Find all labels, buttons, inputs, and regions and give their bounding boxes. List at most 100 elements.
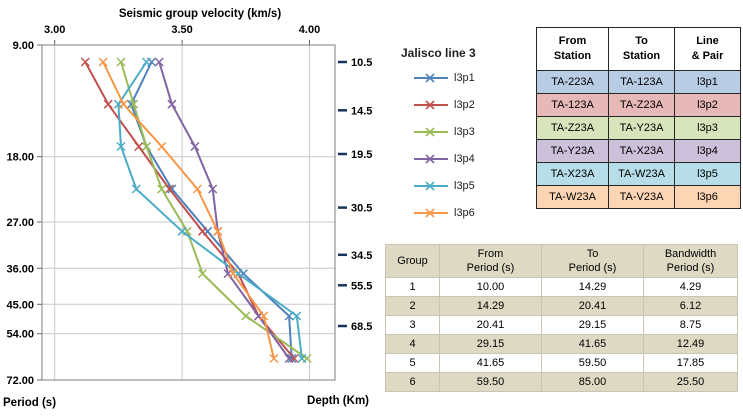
header-bandwidth: Bandwidth Period (s): [643, 244, 738, 278]
legend-series-marker-icon: [414, 154, 448, 164]
series-marker-l3p4: [208, 184, 218, 194]
series-line-l3p4: [158, 61, 291, 360]
y-tick-label: 18.00: [6, 152, 34, 164]
group-cell: 12.49: [643, 334, 738, 354]
y-axis-title: Period (s): [3, 397, 56, 409]
group-cell: 4.29: [643, 277, 738, 297]
series-marker-l3p3: [197, 269, 208, 279]
station-pairs-table: From Station To Station Line & Pair TA-2…: [536, 27, 741, 209]
group-cell: 41.65: [439, 353, 542, 373]
station-row: TA-Z23A TA-Y23A l3p3: [536, 116, 741, 140]
series-marker-l3p5: [297, 353, 307, 364]
group-velocity-chart: 9.00 18.00 27.00 36.00 45.00 54.00 72.00 3.00 3.…: [3, 8, 372, 409]
group-row: 6 59.50 85.00 25.50: [385, 372, 738, 392]
depth-tick-label: 68.5: [351, 321, 372, 333]
station-cell: l3p4: [674, 139, 741, 163]
legend-item-l3p2: l3p2: [413, 99, 531, 111]
station-cell: TA-123A: [536, 93, 609, 117]
series-marker-l3p5: [292, 311, 302, 321]
depth-tick-label: 30.5: [351, 203, 372, 215]
header-line: To: [586, 248, 599, 260]
series-marker-l3p2: [164, 184, 174, 194]
series-marker-l3p6: [118, 99, 129, 109]
series-line-l3p6: [102, 61, 275, 360]
series-marker-l3p6: [213, 226, 223, 236]
x-tick-label: 3.00: [44, 24, 65, 36]
group-table-header-row: Group From Period (s) To Period (s) Band…: [385, 244, 738, 278]
header-line: & Pair: [691, 50, 724, 62]
series-line-l3p5: [117, 61, 303, 360]
plot-border: [41, 44, 336, 381]
station-row: TA-X23A TA-W23A l3p5: [536, 162, 741, 186]
series-marker-l3p6: [228, 269, 238, 279]
group-cell: 20.41: [439, 315, 542, 335]
group-row: 3 20.41 29.15 8.75: [385, 315, 738, 335]
depth-tick-label: 19.5: [351, 149, 372, 161]
station-cell: TA-123A: [608, 70, 675, 94]
legend-item-l3p3: l3p3: [413, 126, 531, 138]
series-marker-l3p5: [141, 57, 152, 67]
series-marker-l3p2: [197, 226, 208, 236]
series-marker-l3p5: [131, 184, 141, 194]
series-marker-l3p6: [98, 57, 108, 67]
depth-tick-label: 10.5: [351, 57, 372, 69]
group-cell: 29.15: [439, 334, 542, 354]
group-row: 2 14.29 20.41 6.12: [385, 296, 738, 316]
legend-item-l3p6: l3p6: [413, 207, 531, 219]
group-cell: 14.29: [541, 277, 644, 297]
series-marker-l3p4: [167, 99, 177, 109]
series-marker-l3p2: [134, 141, 144, 152]
header-from-station: From Station: [536, 27, 609, 71]
station-cell: TA-Z23A: [608, 93, 675, 117]
group-cell: 1: [385, 277, 440, 297]
station-cell: TA-Z23A: [536, 116, 609, 140]
series-marker-l3p6: [192, 184, 202, 194]
station-cell: TA-W23A: [608, 162, 675, 186]
x-tick-label: 3.50: [171, 24, 192, 36]
header-line: Line: [696, 35, 719, 47]
series-line-l3p3: [120, 61, 308, 360]
chart-legend: Jalisco line 3 l3p1 l3p2 l3p3 l3p4 l3p5 l3p6: [399, 46, 531, 234]
series-marker-l3p3: [141, 141, 152, 152]
station-row: TA-123A TA-Z23A l3p2: [536, 93, 741, 117]
legend-series-marker-icon: [414, 100, 448, 110]
series-marker-l3p1: [167, 184, 177, 194]
station-row: TA-Y23A TA-X23A l3p4: [536, 139, 741, 163]
station-cell: TA-223A: [536, 70, 609, 94]
header-line: Station: [553, 50, 592, 62]
y-tick-label: 9.00: [13, 40, 34, 52]
series-marker-l3p6: [157, 141, 167, 152]
series-marker-l3p2: [80, 57, 90, 67]
depth-tick-label: 55.5: [351, 280, 372, 292]
station-cell: TA-W23A: [536, 185, 609, 209]
legend-label: l3p5: [454, 180, 475, 192]
station-cell: TA-X23A: [536, 162, 609, 186]
legend-item-l3p5: l3p5: [413, 180, 531, 192]
station-row: TA-W23A TA-V23A l3p6: [536, 185, 741, 209]
series-marker-l3p5: [116, 141, 126, 152]
y-tick-label: 72.00: [6, 375, 34, 387]
group-cell: 17.85: [643, 353, 738, 373]
header-to-station: To Station: [608, 27, 675, 71]
series-marker-l3p3: [116, 57, 126, 67]
station-row: TA-223A TA-123A l3p1: [536, 70, 741, 94]
header-line: Bandwidth: [664, 248, 717, 260]
header-group: Group: [385, 244, 440, 278]
y2-axis-title: Depth (Km): [307, 395, 369, 407]
header-line: From: [558, 35, 587, 47]
series-marker-l3p6: [259, 311, 269, 321]
series-marker-l3p1: [287, 353, 297, 364]
group-cell: 85.00: [541, 372, 644, 392]
y-tick-label: 45.00: [6, 299, 34, 311]
group-cell: 5: [385, 353, 440, 373]
group-cell: 29.15: [541, 315, 644, 335]
legend-title: Jalisco line 3: [401, 46, 476, 60]
group-cell: 3: [385, 315, 440, 335]
group-cell: 59.50: [439, 372, 542, 392]
station-cell: TA-X23A: [608, 139, 675, 163]
legend-series-marker-icon: [414, 127, 448, 137]
legend-items: l3p1 l3p2 l3p3 l3p4 l3p5 l3p6: [399, 72, 531, 219]
series-marker-l3p4: [284, 353, 294, 364]
series-line-l3p2: [84, 61, 296, 360]
